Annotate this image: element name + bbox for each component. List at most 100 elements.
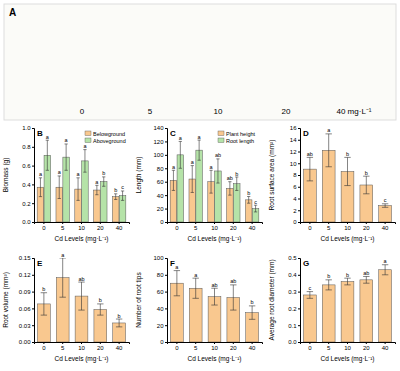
y-tick-mark (298, 308, 300, 309)
y-tick-mark (32, 342, 34, 343)
significance-letter: c (254, 199, 257, 205)
significance-letter: c (384, 197, 387, 203)
y-tick-mark (32, 325, 34, 326)
error-bar (59, 176, 60, 199)
x-tick-mark (119, 342, 120, 344)
legend-swatch (85, 131, 91, 136)
x-tick-label: 5 (194, 225, 198, 231)
y-tick-label: 0.1 (288, 323, 297, 329)
y-axis: 020406080100 (153, 255, 167, 345)
x-tick-label: 40 (116, 345, 123, 351)
error-bar (211, 170, 212, 193)
error-bar (248, 196, 249, 203)
bar (322, 285, 335, 342)
x-tick-mark (100, 342, 101, 344)
error-bar (66, 144, 67, 170)
y-tick-label: 0.4 (288, 272, 297, 278)
x-tick: 20 (97, 342, 104, 351)
y-tick: 14 (290, 137, 300, 143)
y-tick: 20 (157, 206, 167, 212)
x-tick: 0 (42, 222, 46, 231)
y-tick-mark (165, 275, 167, 276)
x-tick-mark (100, 222, 101, 224)
y-tick: 1.0 (22, 125, 34, 131)
bar (196, 150, 203, 222)
significance-letter: a (191, 159, 195, 165)
error-cap (174, 270, 180, 271)
error-cap (78, 282, 84, 283)
x-axis-title: Cd Levels (mg·L⁻¹) (187, 355, 241, 363)
y-tick: 0.3 (288, 289, 300, 295)
y-tick-mark (298, 175, 300, 176)
error-cap (325, 133, 331, 134)
x-tick-label: 5 (61, 345, 65, 351)
error-cap (192, 278, 198, 279)
y-tick-mark (298, 163, 300, 164)
y-axis-title: Biomass (g) (2, 158, 10, 193)
y-tick-mark (165, 342, 167, 343)
x-axis: 05102040 (168, 222, 263, 231)
error-cap (344, 157, 350, 158)
significance-letter: a (46, 134, 50, 140)
error-bar (347, 278, 348, 285)
y-axis: 0.00.10.20.30.40.5 (288, 255, 300, 345)
significance-letter: b (42, 286, 45, 292)
panel-label: F (170, 259, 175, 268)
error-bar (115, 194, 116, 200)
x-axis-title: Cd Levels (mg·L⁻¹) (54, 235, 108, 243)
bar (360, 280, 373, 342)
y-tick-mark (165, 128, 167, 129)
y-tick-label: 1.0 (22, 125, 31, 131)
panel: 02040608010012014005102040Cd Levels (mg·… (135, 125, 263, 243)
error-cap (102, 176, 105, 177)
x-tick-label: 20 (97, 345, 104, 351)
y-tick-mark (298, 199, 300, 200)
photo-label: 10 (214, 107, 223, 116)
y-tick-label: 0 (293, 219, 297, 225)
significance-letter: b (365, 170, 368, 176)
error-cap (192, 298, 198, 299)
x-tick-label: 40 (249, 345, 256, 351)
x-tick: 10 (344, 342, 351, 351)
x-tick-mark (385, 342, 386, 344)
error-cap (95, 185, 98, 186)
error-cap (344, 278, 350, 279)
x-tick: 0 (42, 342, 46, 351)
significance-letter: a (61, 252, 65, 258)
error-bar (217, 159, 218, 183)
y-tick-mark (165, 222, 167, 223)
significance-letter: a (65, 137, 69, 143)
y-axis-title: Root surface area (mm²) (268, 140, 276, 211)
y-tick-label: 0.6 (22, 163, 31, 169)
bar (303, 295, 316, 342)
x-tick-label: 0 (308, 225, 312, 231)
error-bar (103, 177, 104, 186)
error-cap (216, 158, 219, 159)
plot-area (303, 265, 391, 342)
x-axis: 05102040 (168, 342, 263, 351)
x-tick-mark (43, 222, 44, 224)
error-cap (363, 283, 369, 284)
bar (112, 197, 119, 222)
y-tick: 6 (293, 184, 300, 190)
error-bar (43, 293, 44, 315)
significance-letter: a (194, 272, 198, 278)
y-tick-label: 0.0 (288, 339, 297, 345)
y-tick-mark (298, 258, 300, 259)
error-bar (236, 177, 237, 190)
x-tick: 40 (382, 342, 389, 351)
y-tick-mark (165, 182, 167, 183)
error-bar (229, 182, 230, 195)
x-tick: 5 (61, 342, 65, 351)
significance-letter: b (99, 297, 102, 303)
error-cap (325, 289, 331, 290)
y-tick-label: 8 (293, 172, 297, 178)
y-tick: 0.00 (19, 339, 34, 345)
panel: 0.00.20.40.60.81.005102040Cd Levels (mg·… (2, 125, 130, 243)
bar (245, 200, 252, 222)
y-tick-label: 0.4 (22, 182, 31, 188)
x-tick-label: 10 (211, 225, 218, 231)
error-cap (46, 170, 49, 171)
y-tick-label: 40 (157, 193, 164, 199)
legend-swatch (218, 138, 224, 143)
